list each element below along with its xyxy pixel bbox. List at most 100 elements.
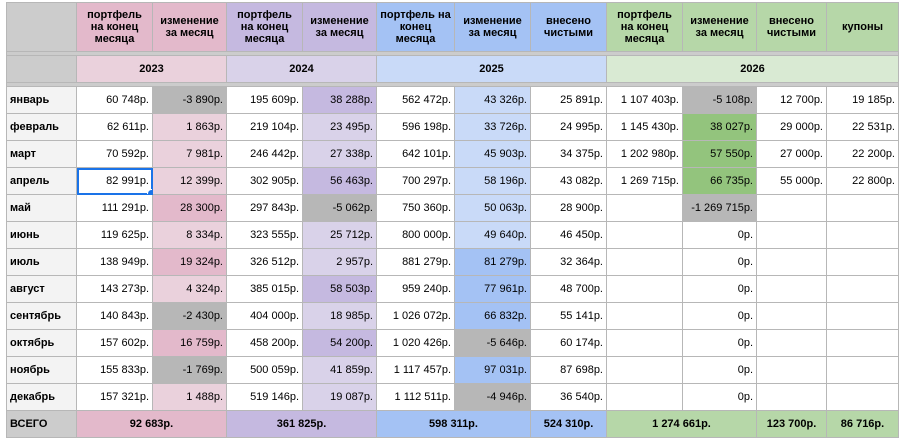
table-cell[interactable]: 36 540р. <box>530 383 607 411</box>
table-cell[interactable]: 519 146р. <box>226 383 303 411</box>
table-cell[interactable]: -5 108р. <box>682 86 757 114</box>
table-cell[interactable]: 81 279р. <box>454 248 531 276</box>
table-cell[interactable]: 56 463р. <box>302 167 377 195</box>
table-cell[interactable] <box>826 275 899 303</box>
year-2023[interactable]: 2023 <box>76 55 227 83</box>
total-2026-change[interactable]: 1 274 661р. <box>606 410 757 438</box>
column-header[interactable]: портфель на конец месяца <box>606 2 683 52</box>
table-cell[interactable]: 1 488р. <box>152 383 227 411</box>
table-cell[interactable]: 66 735р. <box>682 167 757 195</box>
table-cell[interactable] <box>756 383 827 411</box>
table-cell[interactable]: 27 338р. <box>302 140 377 168</box>
table-cell[interactable]: 881 279р. <box>376 248 455 276</box>
table-cell[interactable]: 302 905р. <box>226 167 303 195</box>
table-cell[interactable]: 28 900р. <box>530 194 607 222</box>
month-label[interactable]: ноябрь <box>6 356 77 384</box>
total-2026-coupons[interactable]: 86 716р. <box>826 410 899 438</box>
column-header[interactable]: портфель на конец месяца <box>376 2 455 52</box>
table-cell[interactable]: 326 512р. <box>226 248 303 276</box>
corner-cell[interactable] <box>6 55 77 83</box>
table-cell[interactable]: 97 031р. <box>454 356 531 384</box>
totals-label[interactable]: ВСЕГО <box>6 410 77 438</box>
table-cell[interactable]: 48 700р. <box>530 275 607 303</box>
table-cell[interactable] <box>756 248 827 276</box>
table-cell[interactable]: 596 198р. <box>376 113 455 141</box>
table-cell[interactable]: 32 364р. <box>530 248 607 276</box>
table-cell[interactable] <box>606 194 683 222</box>
table-cell[interactable] <box>756 356 827 384</box>
table-cell[interactable]: 562 472р. <box>376 86 455 114</box>
fill-handle[interactable] <box>147 189 152 194</box>
table-cell[interactable]: 25 712р. <box>302 221 377 249</box>
table-cell[interactable]: 1 026 072р. <box>376 302 455 330</box>
column-header[interactable]: купоны <box>826 2 899 52</box>
table-cell[interactable] <box>826 356 899 384</box>
table-cell[interactable] <box>826 329 899 357</box>
table-cell[interactable]: 458 200р. <box>226 329 303 357</box>
table-cell[interactable]: -5 062р. <box>302 194 377 222</box>
table-cell[interactable]: 19 087р. <box>302 383 377 411</box>
column-header[interactable]: портфель на конец месяца <box>76 2 153 52</box>
table-cell[interactable]: 87 698р. <box>530 356 607 384</box>
table-cell[interactable]: 12 700р. <box>756 86 827 114</box>
table-cell[interactable]: 1 107 403р. <box>606 86 683 114</box>
column-header[interactable]: внесено чистыми <box>530 2 607 52</box>
month-label[interactable]: октябрь <box>6 329 77 357</box>
table-cell[interactable] <box>606 329 683 357</box>
total-2025-net[interactable]: 524 310р. <box>530 410 607 438</box>
table-cell[interactable]: 54 200р. <box>302 329 377 357</box>
table-cell[interactable]: -3 890р. <box>152 86 227 114</box>
column-header[interactable]: изменение за месяц <box>302 2 377 52</box>
table-cell[interactable]: 1 202 980р. <box>606 140 683 168</box>
month-label[interactable]: август <box>6 275 77 303</box>
table-cell[interactable] <box>756 302 827 330</box>
table-cell[interactable]: 500 059р. <box>226 356 303 384</box>
total-2026-net[interactable]: 123 700р. <box>756 410 827 438</box>
total-2024[interactable]: 361 825р. <box>226 410 377 438</box>
table-cell[interactable] <box>756 194 827 222</box>
table-cell[interactable]: 0р. <box>682 248 757 276</box>
table-cell[interactable]: 0р. <box>682 221 757 249</box>
month-label[interactable]: сентябрь <box>6 302 77 330</box>
column-header[interactable]: изменение за месяц <box>454 2 531 52</box>
table-cell[interactable]: 34 375р. <box>530 140 607 168</box>
table-cell[interactable]: 70 592р. <box>76 140 153 168</box>
column-header[interactable]: изменение за месяц <box>682 2 757 52</box>
table-cell[interactable]: 19 324р. <box>152 248 227 276</box>
table-cell[interactable]: 157 602р. <box>76 329 153 357</box>
table-cell[interactable] <box>756 221 827 249</box>
table-cell[interactable] <box>826 383 899 411</box>
table-cell[interactable]: 49 640р. <box>454 221 531 249</box>
table-cell[interactable]: 25 891р. <box>530 86 607 114</box>
table-cell[interactable]: 43 082р. <box>530 167 607 195</box>
table-cell[interactable]: 0р. <box>682 302 757 330</box>
table-cell[interactable]: 157 321р. <box>76 383 153 411</box>
table-cell[interactable]: 1 269 715р. <box>606 167 683 195</box>
table-cell[interactable]: 55 000р. <box>756 167 827 195</box>
table-cell[interactable]: -1 769р. <box>152 356 227 384</box>
table-cell[interactable]: 1 020 426р. <box>376 329 455 357</box>
month-label[interactable]: апрель <box>6 167 77 195</box>
table-cell[interactable]: 28 300р. <box>152 194 227 222</box>
table-cell[interactable]: 750 360р. <box>376 194 455 222</box>
table-cell[interactable]: 140 843р. <box>76 302 153 330</box>
table-cell[interactable]: 297 843р. <box>226 194 303 222</box>
month-label[interactable]: март <box>6 140 77 168</box>
table-cell[interactable]: 0р. <box>682 383 757 411</box>
table-cell[interactable]: 27 000р. <box>756 140 827 168</box>
table-cell[interactable] <box>606 302 683 330</box>
table-cell[interactable]: -1 269 715р. <box>682 194 757 222</box>
table-cell[interactable] <box>756 329 827 357</box>
table-cell[interactable] <box>606 248 683 276</box>
table-cell[interactable]: 57 550р. <box>682 140 757 168</box>
table-cell[interactable]: 119 625р. <box>76 221 153 249</box>
table-cell[interactable]: 138 949р. <box>76 248 153 276</box>
table-cell[interactable]: 642 101р. <box>376 140 455 168</box>
table-cell[interactable]: 1 145 430р. <box>606 113 683 141</box>
column-header[interactable]: изменение за месяц <box>152 2 227 52</box>
table-cell[interactable]: 385 015р. <box>226 275 303 303</box>
month-label[interactable]: январь <box>6 86 77 114</box>
table-cell[interactable] <box>826 302 899 330</box>
month-label[interactable]: февраль <box>6 113 77 141</box>
table-cell[interactable]: 22 200р. <box>826 140 899 168</box>
